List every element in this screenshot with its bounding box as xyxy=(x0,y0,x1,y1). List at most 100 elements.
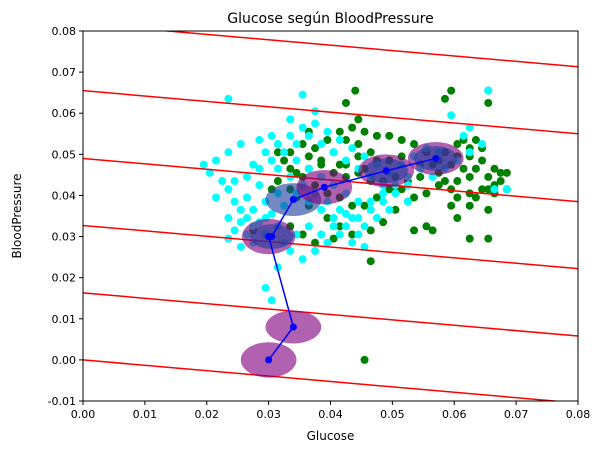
scatter-point-green xyxy=(410,226,419,235)
scatter-point-cyan xyxy=(267,131,276,140)
scatter-point-green xyxy=(422,189,431,198)
scatter-point-green xyxy=(298,140,307,149)
scatter-point-cyan xyxy=(292,156,301,165)
scatter-point-green xyxy=(478,185,487,194)
scatter-point-cyan xyxy=(273,140,282,149)
scatter-point-cyan xyxy=(286,115,295,124)
scatter-point-cyan xyxy=(484,86,493,95)
scatter-point-green xyxy=(490,164,499,173)
scatter-point-cyan xyxy=(348,214,357,223)
scatter-point-green xyxy=(410,193,419,202)
y-tick-label: 0.07 xyxy=(52,66,77,79)
scatter-point-cyan xyxy=(304,222,313,231)
scatter-point-cyan xyxy=(385,205,394,214)
path-point xyxy=(265,356,273,364)
scatter-point-cyan xyxy=(249,160,258,169)
scatter-point-green xyxy=(354,140,363,149)
scatter-point-cyan xyxy=(286,131,295,140)
scatter-point-cyan xyxy=(236,242,245,251)
scatter-point-green xyxy=(351,86,360,95)
scatter-point-cyan xyxy=(447,111,456,120)
scatter-point-cyan xyxy=(224,94,233,103)
scatter-point-green xyxy=(280,156,289,165)
scatter-point-cyan xyxy=(286,246,295,255)
scatter-point-green xyxy=(335,127,344,136)
red-line xyxy=(83,292,578,337)
scatter-point-green xyxy=(366,257,375,266)
scatter-point-cyan xyxy=(255,181,264,190)
scatter-point-green xyxy=(329,234,338,243)
scatter-point-cyan xyxy=(323,127,332,136)
scatter-point-cyan xyxy=(360,222,369,231)
y-tick-label: 0.05 xyxy=(52,148,77,161)
y-tick-label: 0.06 xyxy=(52,107,77,120)
scatter-point-green xyxy=(484,205,493,214)
axes: 0.00 0.01 0.02 0.03 0.04 0.05 0.06 0.07 0.08 -0.0… xyxy=(48,25,591,421)
scatter-point-cyan xyxy=(230,197,239,206)
scatter-point-cyan xyxy=(335,230,344,239)
scatter-point-cyan xyxy=(354,230,363,239)
red-line xyxy=(83,89,578,135)
scatter-point-green xyxy=(471,164,480,173)
scatter-point-cyan xyxy=(304,131,313,140)
scatter-point-cyan xyxy=(341,209,350,218)
path-point xyxy=(432,154,440,162)
scatter-point-cyan xyxy=(298,255,307,264)
scatter-point-green xyxy=(416,172,425,181)
scatter-point-cyan xyxy=(329,222,338,231)
scatter-point-green xyxy=(484,185,493,194)
path-point xyxy=(289,196,297,204)
scatter-point-cyan xyxy=(236,218,245,227)
red-line xyxy=(83,224,578,270)
scatter-point-green xyxy=(453,193,462,202)
scatter-point-green xyxy=(496,168,505,177)
scatter-point-green xyxy=(323,135,332,144)
scatter-point-cyan xyxy=(261,283,270,292)
chart-title: Glucose según BloodPressure xyxy=(227,11,434,27)
scatter-point-green xyxy=(471,193,480,202)
scatter-point-green xyxy=(465,189,474,198)
scatter-point-cyan xyxy=(335,135,344,144)
scatter-point-green xyxy=(471,135,480,144)
x-axis-label: Glucose xyxy=(307,429,355,443)
scatter-point-cyan xyxy=(317,205,326,214)
scatter-point-green xyxy=(379,218,388,227)
scatter-point-green xyxy=(372,131,381,140)
scatter-point-green xyxy=(286,148,295,157)
scatter-point-cyan xyxy=(317,230,326,239)
scatter-point-green xyxy=(440,177,449,186)
scatter-point-cyan xyxy=(311,119,320,128)
scatter-point-green xyxy=(453,177,462,186)
scatter-point-cyan xyxy=(255,135,264,144)
scatter-point-green xyxy=(459,164,468,173)
scatter-point-green xyxy=(422,222,431,231)
scatter-point-cyan xyxy=(267,296,276,305)
scatter-point-green xyxy=(484,234,493,243)
scatter-point-green xyxy=(311,238,320,247)
path-point xyxy=(289,323,297,331)
scatter-point-cyan xyxy=(218,177,227,186)
scatter-point-cyan xyxy=(292,140,301,149)
x-tick-label: 0.00 xyxy=(71,408,96,421)
scatter-point-green xyxy=(447,86,456,95)
scatter-point-cyan xyxy=(459,131,468,140)
scatter-point-green xyxy=(360,127,369,136)
scatter-point-cyan xyxy=(403,197,412,206)
scatter-point-cyan xyxy=(304,164,313,173)
scatter-point-cyan xyxy=(224,214,233,223)
scatter-point-green xyxy=(397,185,406,194)
scatter-point-green xyxy=(366,148,375,157)
y-tick-label: 0.01 xyxy=(52,313,77,326)
scatter-point-cyan xyxy=(230,226,239,235)
scatter-point-cyan xyxy=(428,172,437,181)
y-tick-label: 0.02 xyxy=(52,272,77,285)
scatter-point-green xyxy=(304,152,313,161)
scatter-point-cyan xyxy=(236,140,245,149)
scatter-point-cyan xyxy=(199,160,208,169)
scatter-point-green xyxy=(447,185,456,194)
scatter-point-green xyxy=(484,98,493,107)
scatter-point-green xyxy=(341,98,350,107)
scatter-point-green xyxy=(453,214,462,223)
scatter-point-green xyxy=(502,168,511,177)
y-tick-label: 0.03 xyxy=(52,231,77,244)
